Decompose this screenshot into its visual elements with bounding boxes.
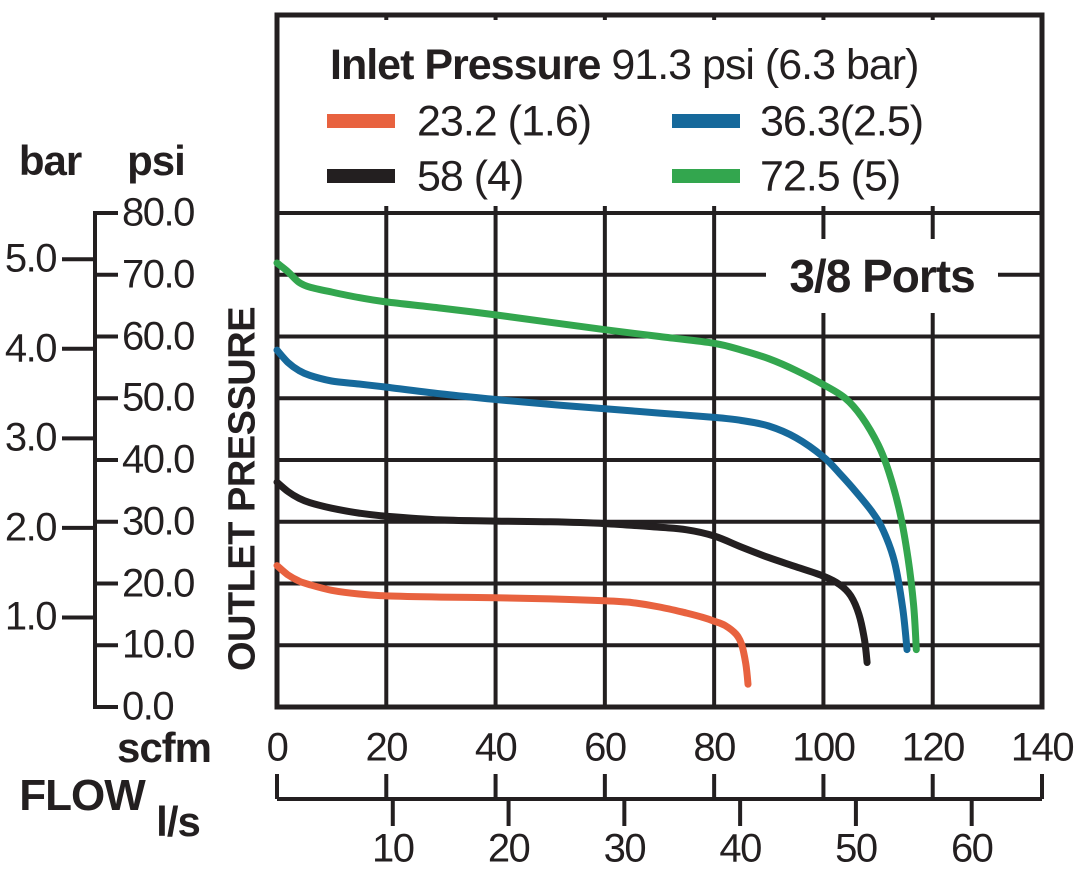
bar-tick-label: 5.0 — [4, 236, 58, 281]
legend-title: Inlet Pressure 91.3 psi (6.3 bar) — [330, 41, 919, 90]
curve-black — [273, 478, 871, 666]
legend-label-green: 72.5 (5) — [760, 152, 901, 201]
curve-orange — [273, 562, 752, 688]
scfm-tick-label: 100 — [792, 725, 856, 770]
psi-tick-label: 70.0 — [122, 252, 195, 297]
plot-border — [274, 12, 1045, 710]
scfm-tick-label: 80 — [693, 725, 736, 770]
bar-tick-label: 2.0 — [4, 505, 58, 550]
legend-swatch-black — [327, 169, 395, 183]
legend-title-value: 91.3 psi (6.3 bar) — [600, 41, 919, 89]
ls-tick-label: 60 — [950, 826, 994, 871]
scfm-unit-label: scfm — [116, 724, 212, 771]
psi-tick-label: 80.0 — [122, 190, 195, 235]
psi-tick-label: 50.0 — [122, 375, 195, 420]
bar-tick-label: 1.0 — [4, 594, 58, 639]
scfm-tick-label: 140 — [1010, 725, 1075, 770]
legend-label-blue: 36.3(2.5) — [760, 97, 924, 146]
legend-swatch-green — [672, 169, 740, 183]
y-axis-title: OUTLET PRESSURE — [221, 306, 264, 672]
bar-tick-label: 4.0 — [4, 326, 58, 371]
scfm-tick-label: 40 — [474, 725, 518, 770]
legend-background — [282, 20, 1036, 206]
legend-swatch-blue — [672, 114, 740, 128]
ls-unit-label: l/s — [156, 798, 201, 845]
legend-title-bold: Inlet Pressure — [330, 41, 601, 89]
curve-green — [273, 259, 920, 654]
ls-tick-label: 20 — [487, 826, 531, 871]
legend-label-orange: 23.2 (1.6) — [417, 97, 592, 146]
bar-tick-label: 3.0 — [4, 415, 58, 460]
psi-tick-label: 0.0 — [122, 684, 175, 729]
ls-tick-label: 50 — [835, 826, 878, 871]
psi-tick-label: 60.0 — [122, 314, 195, 358]
psi-tick-label: 30.0 — [122, 499, 195, 544]
ports-annotation: 3/8 Ports — [789, 250, 975, 302]
psi-tick-label: 40.0 — [122, 437, 195, 482]
ls-tick-label: 30 — [603, 826, 647, 871]
curve-blue — [273, 346, 911, 654]
scfm-tick-label: 20 — [365, 725, 409, 770]
ls-tick-label: 40 — [719, 826, 762, 871]
psi-axis-header: psi — [127, 137, 186, 184]
legend-swatch-orange — [327, 114, 395, 128]
bar-axis-header: bar — [18, 137, 82, 184]
scfm-tick-label: 60 — [584, 725, 627, 770]
ls-tick-label: 10 — [372, 826, 415, 871]
psi-tick-label: 20.0 — [122, 561, 195, 605]
flow-axis-title: FLOW — [19, 771, 146, 820]
ports-annotation-background — [766, 239, 998, 313]
psi-tick-label: 10.0 — [122, 622, 195, 667]
scfm-tick-label: 120 — [901, 725, 966, 770]
scfm-tick-label: 0 — [266, 725, 289, 770]
legend-label-black: 58 (4) — [417, 152, 524, 201]
